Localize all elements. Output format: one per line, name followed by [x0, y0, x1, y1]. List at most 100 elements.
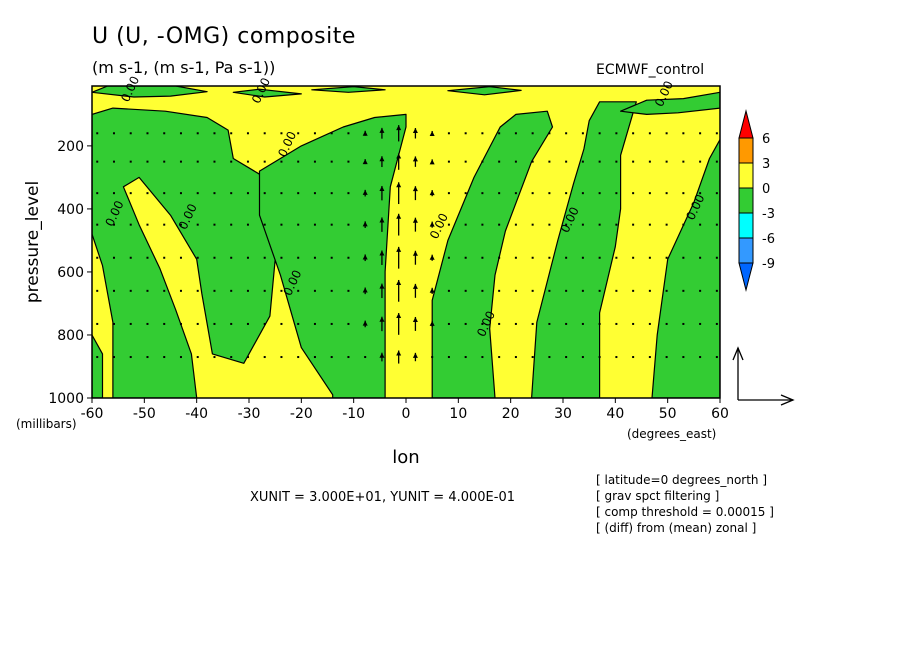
wind-vector-dot [213, 322, 216, 325]
wind-vector-dot [347, 322, 350, 325]
wind-vector-head [412, 186, 418, 192]
reference-arrow-horizontal-head [780, 394, 795, 406]
chart-units-subtitle: (m s-1, (m s-1, Pa s-1)) [92, 58, 276, 77]
wind-vector-dot [464, 223, 467, 226]
wind-vector-dot [682, 322, 685, 325]
wind-vector-dot [548, 289, 551, 292]
wind-vector-dot [632, 356, 635, 359]
wind-vector-dot [514, 132, 517, 135]
wind-vector-dot [548, 322, 551, 325]
x-tick-label: -60 [81, 406, 104, 422]
wind-vector-dot [581, 356, 584, 359]
x-axis-unit: (degrees_east) [627, 427, 716, 441]
wind-vector-dot [96, 192, 99, 195]
wind-vector-head [429, 320, 435, 326]
wind-vector-dot [682, 132, 685, 135]
wind-vector-dot [263, 132, 266, 135]
wind-vector-dot [699, 322, 702, 325]
wind-vector-dot [565, 192, 568, 195]
wind-vector-dot [96, 322, 99, 325]
wind-vector-head [412, 316, 418, 322]
wind-vector-dot [498, 289, 501, 292]
x-tick-label: 60 [711, 406, 729, 422]
wind-vector-dot [498, 256, 501, 259]
wind-vector-dot [498, 356, 501, 359]
colorbar-over-triangle [738, 109, 754, 139]
wind-vector-dot [129, 289, 132, 292]
wind-vector-dot [263, 256, 266, 259]
wind-vector-dot [481, 356, 484, 359]
wind-vector-dot [230, 223, 233, 226]
wind-vector-head [429, 159, 435, 165]
wind-vector-dot [246, 322, 249, 325]
wind-vector-head [396, 213, 402, 219]
wind-vector-dot [313, 132, 316, 135]
wind-vector-dot [682, 223, 685, 226]
wind-vector-dot [330, 256, 333, 259]
wind-vector-dot [112, 223, 115, 226]
wind-vector-dot [648, 256, 651, 259]
wind-vector-dot [598, 256, 601, 259]
wind-vector-dot [163, 132, 166, 135]
wind-vector-head [379, 316, 385, 322]
wind-vector-dot [665, 356, 668, 359]
wind-vector-dot [246, 356, 249, 359]
wind-vector-dot [297, 356, 300, 359]
wind-vector-dot [548, 223, 551, 226]
wind-vector-dot [481, 223, 484, 226]
x-tick-label: 40 [606, 406, 624, 422]
wind-vector-dot [715, 256, 718, 259]
wind-vector-dot [313, 356, 316, 359]
wind-vector-dot [179, 160, 182, 163]
negative-region [447, 86, 522, 96]
wind-vector-dot [481, 289, 484, 292]
wind-vector-dot [447, 322, 450, 325]
wind-vector-dot [179, 289, 182, 292]
wind-vector-dot [213, 160, 216, 163]
wind-vector-dot [548, 356, 551, 359]
wind-vector-dot [648, 289, 651, 292]
wind-vector-dot [565, 160, 568, 163]
wind-vector-dot [129, 160, 132, 163]
wind-vector-head [396, 279, 402, 285]
colorbar-legend: 6 3 0 -3 -6 -9 [738, 109, 775, 292]
x-tick-label: 50 [659, 406, 677, 422]
wind-vector-dot [96, 223, 99, 226]
wind-vector-head [412, 283, 418, 289]
x-tick-label: -10 [342, 406, 365, 422]
wind-vector-dot [632, 289, 635, 292]
wind-vector-head [379, 352, 385, 358]
wind-vector-dot [481, 192, 484, 195]
wind-vector-dot [163, 322, 166, 325]
wind-vector-dot [531, 289, 534, 292]
wind-vector-dot [163, 160, 166, 163]
wind-vector-dot [598, 223, 601, 226]
wind-vector-dot [514, 192, 517, 195]
wind-vector-dot [615, 356, 618, 359]
wind-vector-dot [464, 192, 467, 195]
wind-vector-dot [715, 223, 718, 226]
negative-region [92, 86, 208, 98]
wind-vector-dot [330, 289, 333, 292]
wind-vector-dot [447, 132, 450, 135]
wind-vector-dot [531, 192, 534, 195]
wind-vector-dot [632, 192, 635, 195]
wind-vector-dot [280, 289, 283, 292]
wind-vector-dot [196, 322, 199, 325]
wind-vector-dot [615, 132, 618, 135]
wind-vector-dot [498, 132, 501, 135]
wind-vector-dot [632, 256, 635, 259]
wind-vector-dot [648, 132, 651, 135]
wind-vector-dot [280, 356, 283, 359]
wind-vector-head [379, 250, 385, 256]
wind-vector-dot [699, 192, 702, 195]
colorbar-label: -3 [762, 207, 775, 222]
wind-vector-dot [699, 256, 702, 259]
wind-vector-dot [96, 160, 99, 163]
colorbar-band [738, 162, 754, 189]
wind-vector-dot [615, 192, 618, 195]
wind-vector-dot [246, 160, 249, 163]
wind-vector-dot [179, 356, 182, 359]
wind-vector-dot [682, 192, 685, 195]
wind-vector-dot [246, 132, 249, 135]
